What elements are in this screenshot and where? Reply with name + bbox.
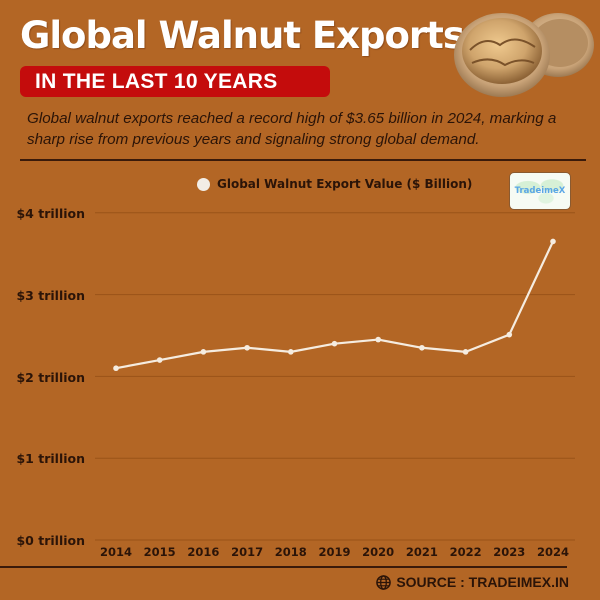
data-point <box>156 357 163 363</box>
tradeimex-logo: TradeimeX <box>509 172 571 210</box>
x-tick-label: 2015 <box>143 545 176 559</box>
x-tick-label: 2022 <box>449 545 482 559</box>
x-tick-label: 2023 <box>493 545 526 559</box>
data-point <box>200 349 207 355</box>
source-credit: SOURCE : TRADEIMEX.IN <box>376 574 569 590</box>
walnut-image <box>454 13 594 97</box>
x-tick-label: 2018 <box>274 545 307 559</box>
y-tick-label: $2 trillion <box>16 370 85 385</box>
y-tick-label: $4 trillion <box>16 206 85 221</box>
data-point <box>331 340 338 347</box>
summary-text: Global walnut exports reached a record h… <box>27 110 557 148</box>
data-point <box>419 344 425 351</box>
x-tick-label: 2019 <box>318 545 351 559</box>
legend-marker-icon <box>197 177 210 191</box>
y-tick-label: $1 trillion <box>16 451 85 466</box>
x-tick-label: 2016 <box>187 545 220 559</box>
data-point <box>462 349 469 355</box>
period-banner: IN THE LAST 10 YEARS <box>20 66 330 97</box>
legend-label: Global Walnut Export Value ($ Billion) <box>217 177 473 191</box>
y-tick-label: $3 trillion <box>16 288 85 303</box>
x-tick-label: 2020 <box>362 545 395 559</box>
y-tick-label: $0 trillion <box>16 533 85 548</box>
divider-top <box>20 159 586 161</box>
data-point <box>375 336 382 343</box>
source-label: SOURCE : TRADEIMEX.IN <box>396 574 569 590</box>
data-point <box>288 349 294 355</box>
series-line <box>115 240 554 370</box>
data-point <box>550 238 556 245</box>
x-tick-label: 2014 <box>99 545 132 559</box>
x-tick-label: 2021 <box>405 545 438 559</box>
x-tick-label: 2024 <box>536 545 569 559</box>
data-point <box>113 365 119 372</box>
data-point <box>244 344 250 351</box>
divider-bottom <box>0 566 567 568</box>
globe-icon <box>376 574 392 590</box>
page-title: Global Walnut Exports <box>20 14 465 57</box>
x-tick-label: 2017 <box>231 545 264 559</box>
chart-legend: Global Walnut Export Value ($ Billion) <box>197 177 472 191</box>
data-point <box>506 331 513 338</box>
